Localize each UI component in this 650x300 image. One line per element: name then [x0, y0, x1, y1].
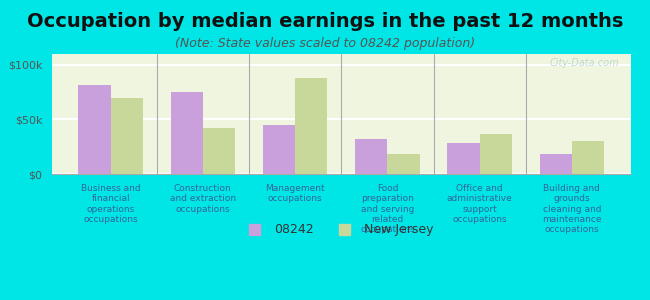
Bar — [203, 128, 235, 174]
Bar — [295, 78, 328, 174]
Bar — [111, 98, 143, 174]
Text: (Note: State values scaled to 08242 population): (Note: State values scaled to 08242 popu… — [175, 38, 475, 50]
Bar — [355, 139, 387, 174]
Text: City-Data.com: City-Data.com — [549, 58, 619, 68]
Bar — [540, 154, 572, 174]
Bar — [480, 134, 512, 174]
Text: Occupation by median earnings in the past 12 months: Occupation by median earnings in the pas… — [27, 12, 623, 31]
Bar — [572, 141, 604, 174]
Legend: 08242, New Jersey: 08242, New Jersey — [243, 216, 439, 242]
Bar — [447, 143, 480, 174]
Bar — [387, 154, 420, 174]
Bar — [263, 125, 295, 174]
Bar — [170, 92, 203, 174]
Bar — [78, 85, 111, 174]
